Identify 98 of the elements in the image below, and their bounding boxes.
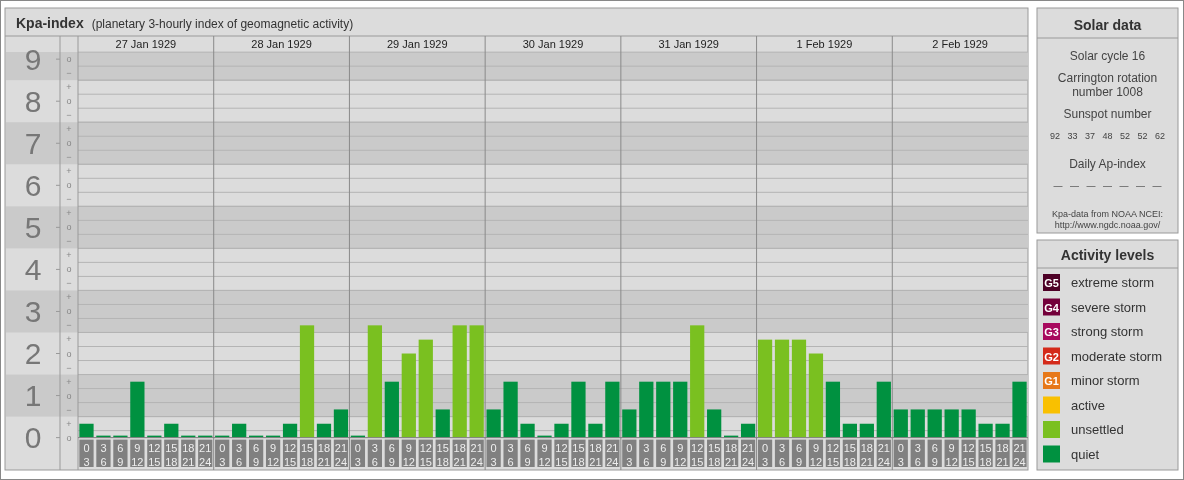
legend-label: extreme storm bbox=[1071, 275, 1155, 290]
x-tick-label: 21 24 bbox=[877, 441, 890, 468]
text: Kpa-data from NOAA NCEI: http://www.ngdc.noaa.gov/ bbox=[1051, 209, 1164, 231]
y-tick-label: 8 bbox=[24, 84, 42, 118]
x-tick-label: 6 9 bbox=[253, 441, 260, 468]
x-tick-label: 9 12 bbox=[674, 441, 687, 468]
x-tick-label: 15 18 bbox=[165, 441, 178, 468]
x-tick-label: 6 9 bbox=[117, 441, 124, 468]
x-tick-label: 12 15 bbox=[962, 441, 975, 468]
x-tick-label: 15 18 bbox=[979, 441, 992, 468]
x2-tick-label: 29 Jan 1929 bbox=[387, 38, 448, 50]
text: G4 bbox=[1044, 301, 1060, 314]
x-tick-label: 6 9 bbox=[388, 441, 395, 468]
y-tick-label: 5 bbox=[24, 210, 42, 244]
x-tick-label: 3 6 bbox=[507, 441, 514, 468]
x-tick-label: 18 21 bbox=[589, 441, 602, 468]
x2-tick-label: 2 Feb 1929 bbox=[932, 38, 988, 50]
x-tick-label: 12 15 bbox=[283, 441, 297, 468]
text: Daily Ap-index bbox=[1069, 157, 1146, 172]
x-tick-label: 12 15 bbox=[826, 441, 840, 468]
x-tick-label: 9 12 bbox=[538, 441, 551, 468]
x-tick-label: 0 3 bbox=[490, 441, 497, 468]
y-tick-label: 3 bbox=[24, 294, 42, 328]
x-tick-label: 18 21 bbox=[182, 441, 195, 468]
x2-tick-label: 30 Jan 1929 bbox=[522, 38, 584, 50]
x-tick-label: 3 6 bbox=[371, 441, 378, 468]
x-tick-label: 21 24 bbox=[1013, 441, 1026, 468]
x-tick-label: 0 3 bbox=[761, 441, 769, 468]
text: Solar cycle 16 bbox=[1069, 49, 1146, 64]
x2-tick-label: 31 Jan 1929 bbox=[658, 38, 719, 50]
chart-title: Kpa-index bbox=[16, 15, 84, 31]
text: Carrington rotation number 1008 bbox=[1057, 71, 1158, 100]
x-tick-label: 18 21 bbox=[725, 441, 738, 468]
y-tick-label: 6 bbox=[24, 168, 42, 202]
x-tick-label: 18 21 bbox=[860, 441, 873, 468]
x-tick-label: 3 6 bbox=[236, 441, 243, 468]
legend-label: active bbox=[1071, 397, 1105, 413]
x-tick-label: 15 18 bbox=[843, 441, 856, 468]
text: Sunspot number bbox=[1063, 107, 1152, 122]
x-tick-label: 15 18 bbox=[708, 441, 721, 468]
x2-tick-label: 27 Jan 1929 bbox=[115, 38, 177, 50]
legend-label: moderate storm bbox=[1071, 348, 1163, 364]
text: 92 33 37 48 52 52 62 bbox=[1049, 131, 1166, 142]
x-tick-label: 0 3 bbox=[897, 441, 904, 468]
x-tick-label: 9 12 bbox=[266, 441, 280, 468]
x-tick-label: 0 3 bbox=[219, 441, 226, 468]
y-tick-label: 9 bbox=[24, 42, 42, 76]
legend-label: severe storm bbox=[1071, 299, 1147, 315]
x-tick-label: 9 12 bbox=[402, 441, 415, 468]
text: G5 bbox=[1044, 277, 1059, 289]
y-tick-label: 7 bbox=[24, 126, 42, 160]
x-tick-label: 15 18 bbox=[436, 441, 449, 468]
x-tick-label: 3 6 bbox=[100, 441, 107, 468]
x-tick-label: 21 24 bbox=[606, 441, 619, 468]
x-tick-label: 21 24 bbox=[199, 441, 212, 468]
chart-subtitle: (planetary 3-hourly index of geomagnetic activity) bbox=[91, 17, 354, 31]
x-tick-label: 21 24 bbox=[470, 441, 483, 468]
legend-label: quiet bbox=[1071, 446, 1100, 462]
x-tick-label: 6 9 bbox=[795, 441, 803, 468]
text: G2 bbox=[1044, 350, 1059, 363]
text: Solar data bbox=[1073, 17, 1142, 33]
legend-label: minor storm bbox=[1071, 373, 1140, 388]
y-tick-label: 1 bbox=[24, 379, 42, 413]
legend-label: unsettled bbox=[1071, 422, 1124, 437]
x-tick-label: 12 15 bbox=[691, 441, 704, 468]
x-tick-label: 18 21 bbox=[453, 441, 466, 468]
x-tick-label: 0 3 bbox=[626, 441, 633, 468]
text: G3 bbox=[1044, 326, 1059, 338]
y-tick-label: 4 bbox=[24, 252, 42, 286]
x-tick-label: 15 18 bbox=[300, 441, 314, 468]
x-tick-label: 6 9 bbox=[524, 441, 531, 468]
x-tick-label: 18 21 bbox=[317, 441, 331, 468]
x-tick-label: 9 12 bbox=[131, 441, 144, 468]
x-tick-label: 6 9 bbox=[931, 441, 938, 468]
text: G1 bbox=[1044, 375, 1059, 387]
x-tick-label: 9 12 bbox=[809, 441, 823, 468]
x-tick-label: 15 18 bbox=[572, 441, 585, 468]
y-tick-label: 0 bbox=[24, 421, 42, 455]
x-tick-label: 12 15 bbox=[148, 441, 161, 468]
x-tick-label: 3 6 bbox=[778, 441, 786, 468]
x-tick-label: 18 21 bbox=[996, 441, 1009, 468]
text: — — — — — — — bbox=[1053, 181, 1162, 192]
x-tick-label: 21 24 bbox=[741, 441, 755, 468]
legend-title: Activity levels bbox=[1060, 247, 1155, 263]
x-tick-label: 21 24 bbox=[334, 441, 348, 468]
x-tick-label: 9 12 bbox=[945, 441, 958, 468]
text: o − + o − + o − + o − + o − + o − + o − + o − + o − + o bbox=[66, 54, 72, 443]
x-tick-label: 12 15 bbox=[419, 441, 432, 468]
x2-tick-label: 1 Feb 1929 bbox=[796, 38, 853, 50]
x2-tick-label: 28 Jan 1929 bbox=[251, 38, 312, 50]
x-tick-label: 12 15 bbox=[555, 441, 568, 468]
x-tick-label: 3 6 bbox=[914, 441, 921, 468]
x-tick-label: 3 6 bbox=[643, 441, 650, 468]
y-tick-label: 2 bbox=[24, 337, 42, 371]
x-tick-label: 0 3 bbox=[354, 441, 361, 468]
x-tick-label: 0 3 bbox=[83, 441, 90, 468]
legend-label: strong storm bbox=[1071, 324, 1144, 339]
x-tick-label: 6 9 bbox=[660, 441, 667, 468]
